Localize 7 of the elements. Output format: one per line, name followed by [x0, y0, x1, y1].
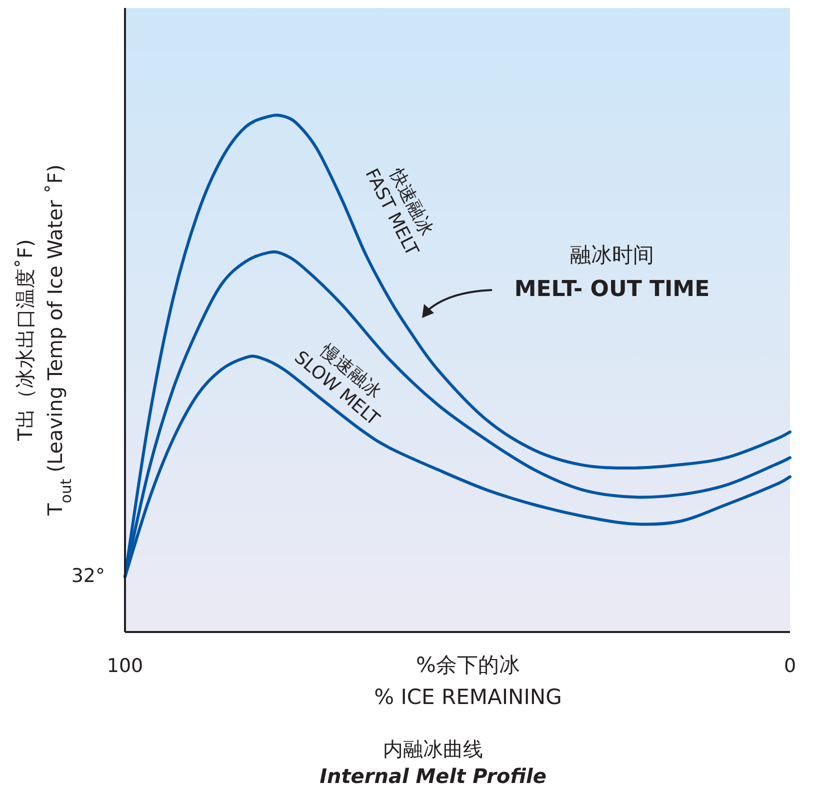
text: 内融冰曲线 [383, 737, 483, 761]
text: Internal Melt Profile [320, 764, 546, 788]
annotation: 融冰时间 MELT- OUT TIME [514, 243, 710, 302]
x-axis-title: %余下的冰 % ICE REMAINING [374, 653, 562, 709]
annotation: 32° [71, 565, 105, 588]
x-tick-label: 100 [106, 655, 144, 677]
x-tick-label: 0 [784, 655, 796, 677]
